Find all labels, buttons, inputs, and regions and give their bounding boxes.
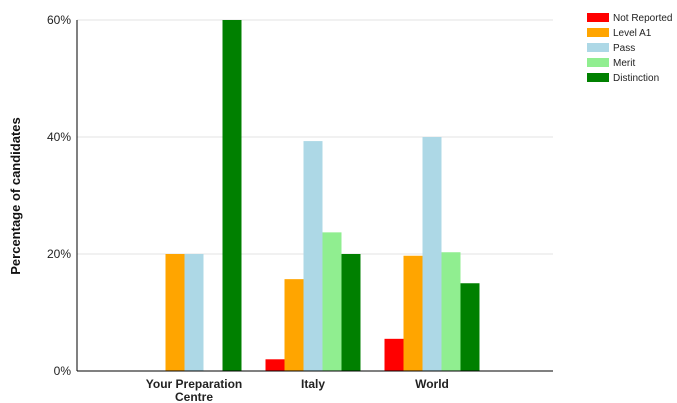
- axes: [76, 20, 553, 372]
- legend-label: Not Reported: [613, 13, 672, 24]
- x-tick-label: World: [415, 377, 449, 391]
- legend-swatch: [587, 28, 609, 37]
- x-tick-label: Centre: [175, 390, 213, 403]
- legend-swatch: [587, 43, 609, 52]
- legend-swatch: [587, 73, 609, 82]
- legend-label: Level A1: [613, 28, 652, 39]
- y-tick-label: 0%: [54, 364, 72, 378]
- bar-not-reported: [265, 359, 285, 371]
- bars: [165, 20, 480, 371]
- bar-level-a1: [284, 279, 304, 371]
- bar-merit: [441, 252, 461, 371]
- bar-distinction: [341, 254, 361, 371]
- legend-label: Distinction: [613, 73, 659, 84]
- y-tick-label: 60%: [47, 13, 71, 27]
- bar-distinction: [460, 283, 480, 371]
- bar-merit: [322, 232, 342, 371]
- legend-label: Merit: [613, 58, 635, 69]
- bar-distinction: [222, 20, 242, 371]
- bar-pass: [303, 141, 323, 371]
- y-tick-label: 20%: [47, 247, 71, 261]
- bar-not-reported: [384, 338, 404, 371]
- x-tick-label: Your Preparation: [146, 377, 242, 391]
- legend-swatch: [587, 58, 609, 67]
- bar-pass: [422, 137, 442, 371]
- bar-pass: [184, 254, 204, 371]
- legend-swatch: [587, 13, 609, 22]
- y-axis-title: Percentage of candidates: [8, 117, 23, 275]
- bar-level-a1: [165, 254, 185, 371]
- y-tick-labels: 0% 20% 40% 60%: [47, 13, 71, 378]
- legend: Not Reported Level A1 Pass Merit Distinction: [587, 13, 672, 84]
- bar-level-a1: [403, 255, 423, 371]
- legend-label: Pass: [613, 43, 635, 54]
- y-tick-label: 40%: [47, 130, 71, 144]
- x-tick-label: Italy: [301, 377, 325, 391]
